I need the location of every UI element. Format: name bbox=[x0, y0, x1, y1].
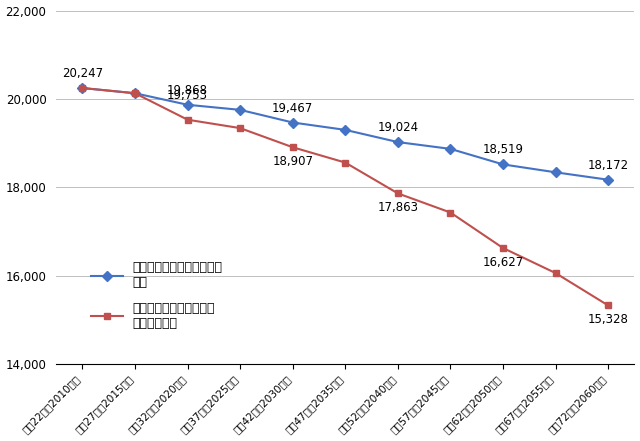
Text: 18,907: 18,907 bbox=[272, 155, 313, 168]
Text: 19,868: 19,868 bbox=[167, 84, 208, 97]
国立社会保障・人口問題
研究所の推計 bbox=[184, 117, 191, 122]
国立社会保障・人口問題
研究所の推計 bbox=[394, 191, 402, 196]
広川町人口ビジョンの長期
目標 bbox=[342, 127, 349, 133]
Legend: 広川町人口ビジョンの長期
目標, 国立社会保障・人口問題
研究所の推計: 広川町人口ビジョンの長期 目標, 国立社会保障・人口問題 研究所の推計 bbox=[92, 261, 223, 329]
国立社会保障・人口問題
研究所の推計 bbox=[342, 160, 349, 165]
広川町人口ビジョンの長期
目標 bbox=[394, 139, 402, 145]
広川町人口ビジョンの長期
目標 bbox=[447, 146, 454, 152]
広川町人口ビジョンの長期
目標 bbox=[131, 90, 139, 96]
国立社会保障・人口問題
研究所の推計 bbox=[604, 303, 612, 308]
Text: 19,024: 19,024 bbox=[378, 121, 419, 134]
Text: 18,172: 18,172 bbox=[588, 159, 628, 172]
Text: 18,519: 18,519 bbox=[483, 143, 524, 157]
国立社会保障・人口問題
研究所の推計 bbox=[131, 90, 139, 96]
国立社会保障・人口問題
研究所の推計 bbox=[79, 86, 86, 91]
国立社会保障・人口問題
研究所の推計 bbox=[552, 270, 559, 276]
国立社会保障・人口問題
研究所の推計 bbox=[447, 210, 454, 215]
広川町人口ビジョンの長期
目標 bbox=[289, 120, 296, 125]
Text: 17,863: 17,863 bbox=[378, 202, 419, 214]
国立社会保障・人口問題
研究所の推計 bbox=[499, 245, 507, 250]
Line: 広川町人口ビジョンの長期
目標: 広川町人口ビジョンの長期 目標 bbox=[79, 85, 612, 183]
Text: 20,247: 20,247 bbox=[62, 67, 103, 80]
広川町人口ビジョンの長期
目標 bbox=[236, 107, 244, 112]
Line: 国立社会保障・人口問題
研究所の推計: 国立社会保障・人口問題 研究所の推計 bbox=[79, 85, 612, 309]
国立社会保障・人口問題
研究所の推計 bbox=[289, 145, 296, 150]
広川町人口ビジョンの長期
目標 bbox=[499, 162, 507, 167]
Text: 15,328: 15,328 bbox=[588, 314, 628, 326]
国立社会保障・人口問題
研究所の推計 bbox=[236, 126, 244, 131]
Text: 19,753: 19,753 bbox=[167, 89, 208, 102]
広川町人口ビジョンの長期
目標 bbox=[79, 86, 86, 91]
広川町人口ビジョンの長期
目標 bbox=[604, 177, 612, 183]
広川町人口ビジョンの長期
目標 bbox=[552, 170, 559, 175]
Text: 16,627: 16,627 bbox=[483, 256, 524, 269]
Text: 19,467: 19,467 bbox=[272, 101, 314, 115]
広川町人口ビジョンの長期
目標 bbox=[184, 102, 191, 108]
